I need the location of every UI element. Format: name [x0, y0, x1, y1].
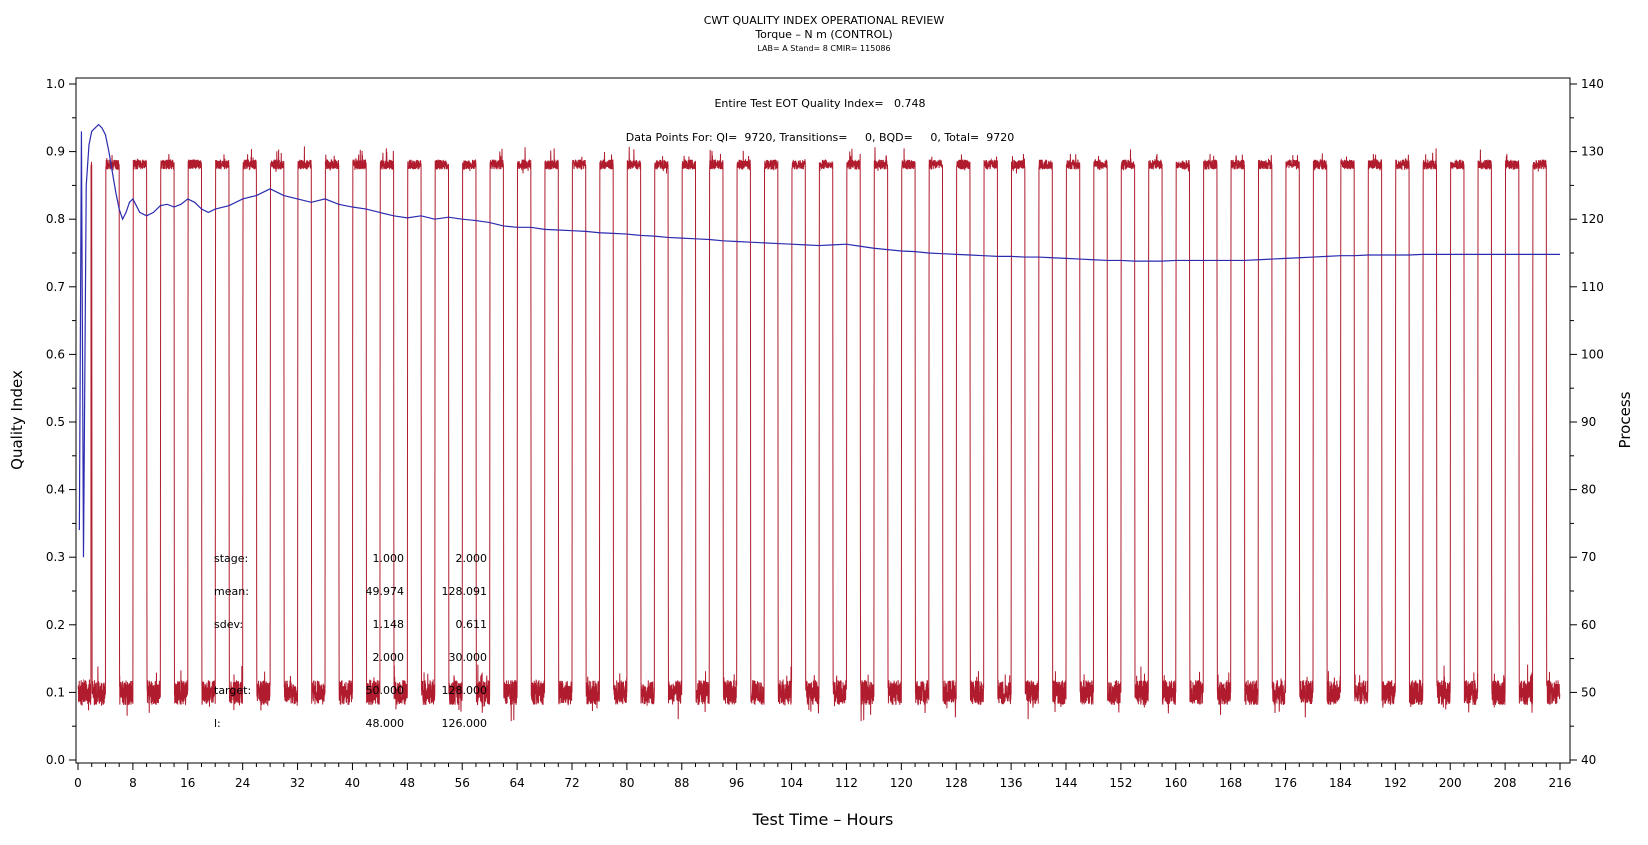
x-tick-label: 184 [1329, 776, 1352, 790]
stats-value-1: 49.974 [366, 585, 405, 598]
x-tick-label: 104 [780, 776, 803, 790]
y-tick-label: 0.9 [46, 145, 65, 159]
x-tick-label: 32 [290, 776, 305, 790]
x-tick-label: 88 [674, 776, 689, 790]
y-tick-label: 0.2 [46, 618, 65, 632]
y-tick-label: 0.5 [46, 415, 65, 429]
y-tick-label: 0.0 [46, 753, 65, 767]
y2-tick-label: 140 [1581, 77, 1604, 91]
stats-value-2: 0.611 [456, 618, 488, 631]
data-points-annotation: Data Points For: QI= 9720, Transitions= … [626, 131, 1014, 144]
stats-value-1: 48.000 [366, 717, 405, 730]
stats-table: stage: 1.000 2.000 mean: 49.974 128.091 sdev: 1… [214, 552, 487, 730]
stats-value-2: 128.000 [442, 684, 488, 697]
process-line [77, 146, 1561, 722]
chart-info: LAB= A Stand= 8 CMIR= 115086 [757, 44, 890, 53]
x-tick-label: 152 [1109, 776, 1132, 790]
stats-label: stage: [214, 552, 248, 565]
x-tick-label: 96 [729, 776, 744, 790]
stats-label: l: [214, 717, 221, 730]
chart-title: CWT QUALITY INDEX OPERATIONAL REVIEW [704, 14, 945, 27]
y-axis-label: Quality Index [8, 370, 26, 470]
x-tick-label: 160 [1164, 776, 1187, 790]
y2-tick-label: 50 [1581, 685, 1596, 699]
process-series [77, 146, 1561, 722]
y-tick-label: 0.4 [46, 483, 65, 497]
stats-value-2: 128.091 [442, 585, 488, 598]
stats-value-2: 126.000 [442, 717, 488, 730]
y-axis-left: 0.0 0.1 0.2 0.3 0.4 0.5 0.6 0.7 0.8 0.9 1.0 [46, 77, 76, 767]
x-tick-label: 72 [564, 776, 579, 790]
y2-axis-label: Process [1616, 391, 1634, 448]
x-tick-label: 176 [1274, 776, 1297, 790]
x-tick-label: 48 [400, 776, 415, 790]
x-tick-label: 8 [129, 776, 137, 790]
x-tick-label: 192 [1384, 776, 1407, 790]
y-axis-right: 40 50 60 70 80 90 100 110 120 130 140 [1570, 77, 1604, 767]
stats-label: sdev: [214, 618, 243, 631]
x-tick-label: 64 [509, 776, 524, 790]
y2-tick-label: 70 [1581, 550, 1596, 564]
y2-tick-label: 90 [1581, 415, 1596, 429]
x-axis-label: Test Time – Hours [752, 810, 894, 829]
stats-label: mean: [214, 585, 249, 598]
stats-label: target: [214, 684, 251, 697]
x-tick-label: 144 [1055, 776, 1078, 790]
y-tick-label: 0.8 [46, 212, 65, 226]
x-tick-label: 80 [619, 776, 634, 790]
stats-value-1: 1.148 [373, 618, 405, 631]
eot-quality-annotation: Entire Test EOT Quality Index= 0.748 [714, 97, 925, 110]
stats-value-2: 2.000 [456, 552, 488, 565]
y-tick-label: 1.0 [46, 77, 65, 91]
stats-value-1: 2.000 [373, 651, 405, 664]
y-tick-label: 0.3 [46, 550, 65, 564]
x-tick-label: 0 [74, 776, 82, 790]
x-axis: 0 8 16 24 32 40 48 56 64 72 80 88 96 104 112 120 128 136 1… [74, 763, 1571, 790]
x-tick-label: 120 [890, 776, 913, 790]
x-tick-label: 112 [835, 776, 858, 790]
x-tick-label: 56 [455, 776, 470, 790]
y2-tick-label: 100 [1581, 347, 1604, 361]
x-tick-label: 208 [1494, 776, 1517, 790]
y2-tick-label: 110 [1581, 280, 1604, 294]
stats-value-1: 1.000 [373, 552, 405, 565]
x-tick-label: 16 [180, 776, 195, 790]
x-tick-label: 136 [1000, 776, 1023, 790]
stats-value-1: 50.000 [366, 684, 405, 697]
x-tick-label: 200 [1439, 776, 1462, 790]
x-tick-label: 216 [1549, 776, 1572, 790]
y-tick-label: 0.6 [46, 347, 65, 361]
x-tick-label: 168 [1219, 776, 1242, 790]
x-tick-label: 40 [345, 776, 360, 790]
y2-tick-label: 40 [1581, 753, 1596, 767]
y2-tick-label: 130 [1581, 145, 1604, 159]
y-tick-label: 0.1 [46, 685, 65, 699]
plot-frame [75, 77, 1571, 764]
y2-tick-label: 60 [1581, 618, 1596, 632]
y2-tick-label: 80 [1581, 483, 1596, 497]
chart-subtitle: Torque – N m (CONTROL) [754, 28, 892, 41]
y-tick-label: 0.7 [46, 280, 65, 294]
x-tick-label: 24 [235, 776, 250, 790]
x-tick-label: 128 [945, 776, 968, 790]
y2-tick-label: 120 [1581, 212, 1604, 226]
quality-index-series [78, 123, 1560, 558]
quality-index-line [78, 123, 1560, 558]
stats-value-2: 30.000 [449, 651, 488, 664]
